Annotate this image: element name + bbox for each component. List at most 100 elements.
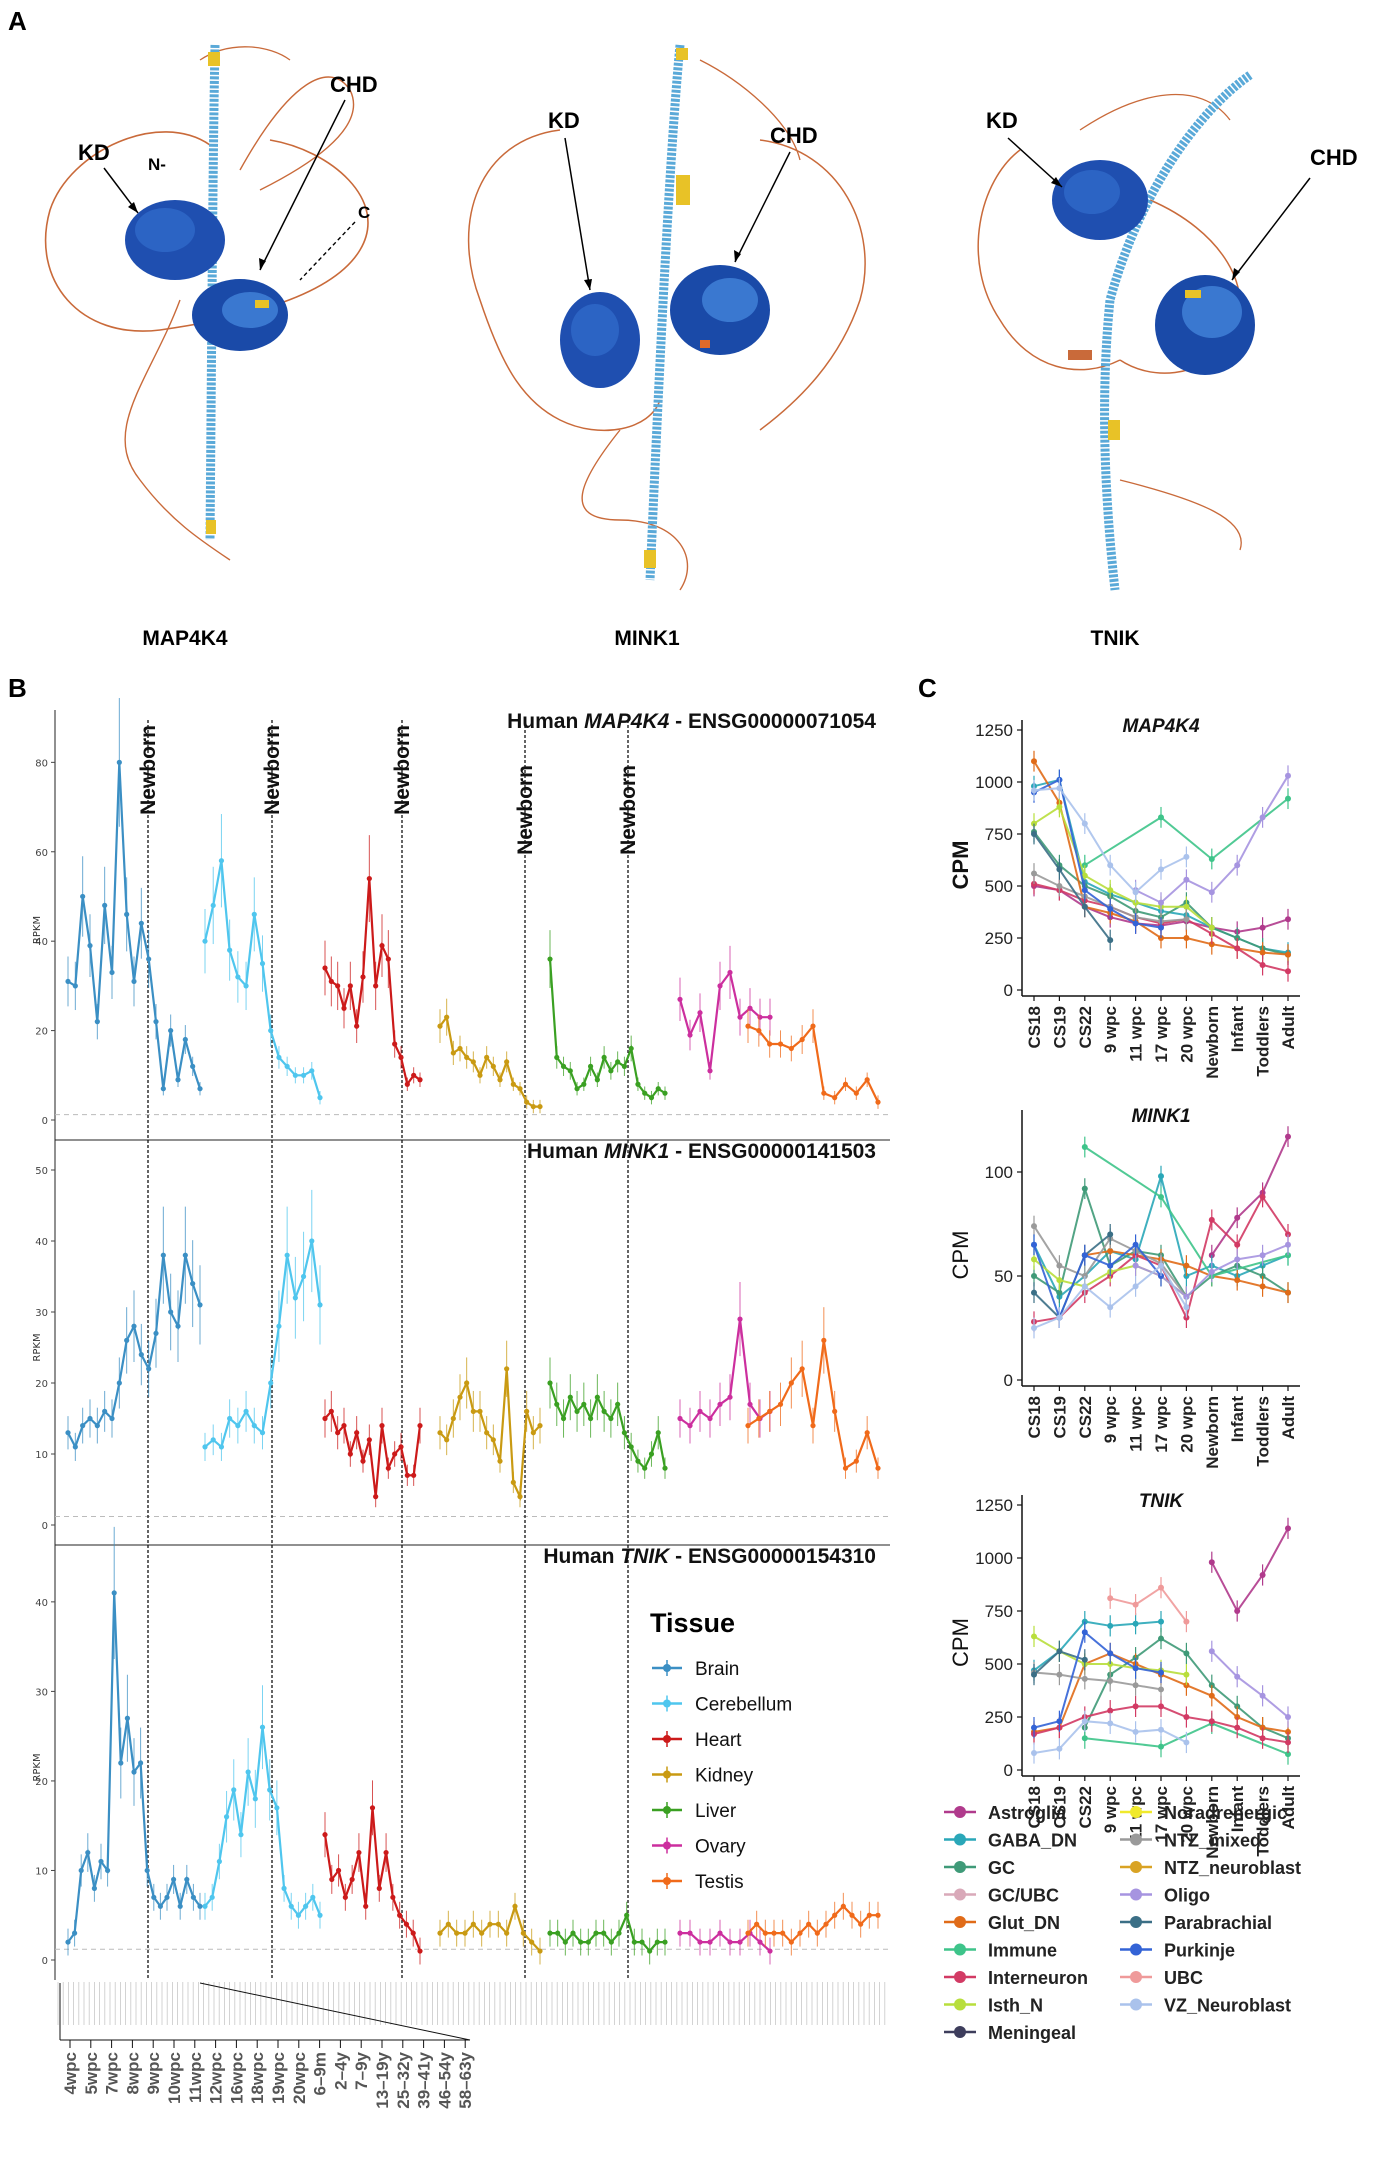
data-point xyxy=(373,1494,379,1500)
data-point xyxy=(788,1939,794,1945)
data-point xyxy=(567,1394,573,1400)
data-point xyxy=(1056,785,1063,792)
data-point xyxy=(853,1458,859,1464)
series-ovary xyxy=(677,1919,773,1965)
celltype-legend-item-ubc: UBC xyxy=(1120,1968,1203,1988)
data-point xyxy=(243,1408,249,1414)
x-tick-label: 20 wpc xyxy=(1177,1006,1196,1063)
data-point xyxy=(462,1930,468,1936)
data-point xyxy=(1285,1241,1291,1248)
age-label: 8wpc xyxy=(123,2052,142,2095)
data-point xyxy=(1158,814,1164,821)
data-point xyxy=(164,1894,170,1900)
y-tick-label: 250 xyxy=(985,1708,1013,1727)
data-point xyxy=(72,983,78,989)
data-point xyxy=(322,965,328,971)
data-point xyxy=(417,1948,423,1954)
data-point xyxy=(631,1939,637,1945)
data-point xyxy=(190,1894,196,1900)
series-line xyxy=(680,1931,771,1952)
data-point xyxy=(1081,1629,1088,1636)
data-point xyxy=(105,1867,111,1874)
data-point xyxy=(832,1912,838,1918)
data-point xyxy=(777,1401,784,1407)
data-point xyxy=(727,1939,733,1945)
data-point xyxy=(202,1903,208,1909)
data-point xyxy=(1031,1223,1037,1230)
title-suffix: - ENSG00000071054 xyxy=(669,710,876,733)
series-line xyxy=(439,1014,540,1108)
data-point xyxy=(737,1939,743,1945)
data-point xyxy=(341,1005,347,1011)
data-point xyxy=(530,1430,536,1436)
legend-swatch-dot xyxy=(954,1888,966,1901)
data-point xyxy=(875,1465,881,1471)
data-point xyxy=(687,1032,693,1038)
data-point xyxy=(537,1948,543,1954)
data-point xyxy=(376,1885,382,1891)
data-point xyxy=(1031,1671,1037,1678)
data-point xyxy=(111,1590,117,1596)
data-point xyxy=(1285,1751,1291,1758)
x-tick-label: Infant xyxy=(1228,1396,1247,1443)
data-point xyxy=(470,1408,476,1414)
data-point xyxy=(677,1930,683,1936)
legend-label: VZ_Neuroblast xyxy=(1164,1996,1291,2016)
data-point xyxy=(259,960,266,967)
data-point xyxy=(281,1885,287,1891)
series-kidney xyxy=(437,998,543,1114)
data-point xyxy=(385,956,391,962)
title-prefix: Human xyxy=(507,710,584,733)
data-point xyxy=(1081,1656,1088,1663)
series-kidney xyxy=(437,1892,543,1965)
series-line xyxy=(679,1318,771,1428)
tissue-legend-item-ovary: Ovary xyxy=(652,1837,746,1858)
data-point xyxy=(160,1086,166,1092)
panel-label-b: B xyxy=(8,673,27,703)
data-point xyxy=(470,1921,476,1927)
data-point xyxy=(1132,1703,1139,1710)
series-vz-neuroblast xyxy=(1031,1710,1190,1764)
x-tick-label: 17 wpc xyxy=(1152,1786,1171,1843)
legend-swatch-dot xyxy=(1130,1998,1142,2011)
y-tick-label: 750 xyxy=(985,1602,1013,1621)
y-tick-label: 0 xyxy=(1004,981,1013,1000)
legend-label: NTZ_mixed xyxy=(1164,1831,1261,1851)
data-point xyxy=(411,1472,417,1478)
data-point xyxy=(756,1415,762,1422)
chart-title: MINK1 xyxy=(1131,1106,1190,1127)
series-astroglia xyxy=(1208,1517,1291,1622)
data-point xyxy=(570,1930,576,1936)
y-axis-label: CPM xyxy=(948,841,973,890)
data-point xyxy=(707,1939,713,1945)
series-line xyxy=(678,969,770,1071)
data-point xyxy=(1031,831,1037,837)
y-tick-label: 40 xyxy=(35,1598,48,1609)
x-tick-label: Adult xyxy=(1279,1786,1298,1830)
data-point xyxy=(392,1451,398,1457)
legend-label: Testis xyxy=(695,1872,744,1893)
data-point xyxy=(814,1930,820,1936)
data-point xyxy=(642,1465,648,1471)
data-point xyxy=(1158,866,1164,873)
data-point xyxy=(1183,876,1190,883)
x-tick-label: Toddlers xyxy=(1254,1786,1273,1857)
data-point xyxy=(477,1408,483,1414)
data-point xyxy=(177,1903,183,1909)
data-point xyxy=(65,1430,71,1436)
tissue-legend-item-heart: Heart xyxy=(652,1730,742,1751)
x-tick-label: 11 wpc xyxy=(1127,1396,1146,1452)
data-point xyxy=(335,1430,341,1436)
data-point xyxy=(1031,1633,1037,1640)
data-point xyxy=(662,1939,668,1945)
data-point xyxy=(80,1423,86,1429)
legend-swatch-dot xyxy=(663,1877,671,1885)
data-point xyxy=(1158,1262,1164,1269)
data-point xyxy=(1285,1133,1291,1140)
data-point xyxy=(1081,1185,1088,1192)
data-point xyxy=(497,1458,503,1464)
x-tick-label: CS22 xyxy=(1076,1396,1095,1439)
data-point xyxy=(1107,1262,1114,1269)
data-point xyxy=(767,1041,773,1047)
data-point xyxy=(202,1444,208,1450)
